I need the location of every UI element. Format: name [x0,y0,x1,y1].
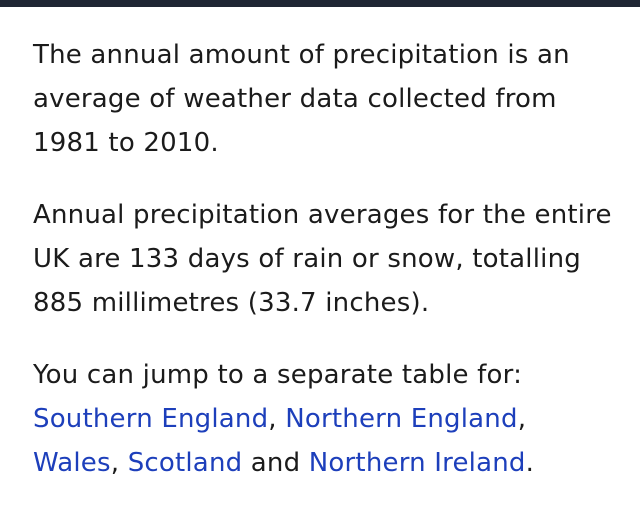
link-northern-ireland[interactable]: Northern Ireland [308,448,526,478]
separator-and: and [250,448,301,478]
paragraph-uk-averages: Annual precipitation averages for the en… [33,200,612,318]
separator-comma-2: , [517,404,527,434]
jump-links-intro: You can jump to a separate table for: [33,360,523,390]
link-northern-england[interactable]: Northern England [285,404,518,434]
top-bar [0,0,640,7]
paragraph-data-period: The annual amount of precipitation is an… [33,40,570,158]
paragraph-jump-links: You can jump to a separate table for: So… [33,353,612,485]
article-content: The annual amount of precipitation is an… [0,7,640,485]
link-scotland[interactable]: Scotland [127,448,243,478]
separator-comma-1: , [268,404,277,434]
link-southern-england[interactable]: Southern England [33,404,269,434]
separator-comma-3: , [110,448,120,478]
link-wales[interactable]: Wales [33,448,111,478]
separator-period: . [525,448,535,478]
